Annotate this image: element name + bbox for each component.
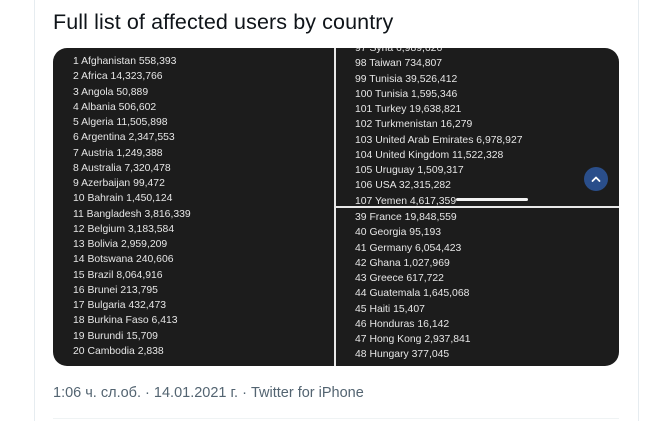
bottom-divider (53, 418, 619, 419)
country-row: 15 Brazil 8,064,916 (73, 269, 163, 281)
country-row: 48 Hungary 377,045 (355, 349, 450, 361)
country-row: 17 Bulgaria 432,473 (73, 300, 167, 311)
country-row: 98 Taiwan 734,807 (355, 58, 443, 70)
chevron-up-icon (591, 176, 601, 182)
country-row: 2 Africa 14,323,766 (73, 71, 163, 83)
tweet-date-link[interactable]: 14.01.2021 г. (153, 385, 239, 401)
country-row: 12 Belgium 3,183,584 (73, 223, 175, 235)
country-row: 104 United Kingdom 11,522,328 (355, 149, 504, 161)
tweet-frame (34, 0, 639, 421)
country-row: 13 Bolivia 2,959,209 (73, 239, 168, 250)
country-row: 39 France 19,848,559 (355, 212, 457, 223)
meta-separator: · (145, 385, 150, 401)
right-bottom-country-list: 39 France 19,848,559 40 Georgia 95,193 41 … (355, 210, 471, 363)
country-row: 11 Bangladesh 3,816,339 (73, 208, 191, 220)
right-top-country-list: 97 Syria 6,989,626 98 Taiwan 734,807 99 Tu… (355, 48, 523, 206)
country-row: 18 Burkina Faso 6,413 (73, 315, 178, 327)
tweet-metadata: 1:06 ч. сл.об. · 14.01.2021 г. · Twitter… (53, 385, 364, 401)
country-row: 3 Angola 50,889 (73, 86, 149, 98)
country-row: 106 USA 32,315,282 (355, 180, 451, 192)
country-row: 16 Brunei 213,795 (73, 284, 158, 296)
country-row: 45 Haiti 15,407 (355, 303, 425, 315)
country-row: 41 Germany 6,054,423 (355, 242, 462, 254)
country-row: 20 Cambodia 2,838 (73, 345, 164, 357)
country-row: 101 Turkey 19,638,821 (355, 104, 462, 115)
country-row: 42 Ghana 1,027,969 (355, 257, 450, 269)
country-row: 7 Austria 1,249,388 (73, 147, 163, 159)
country-row: 44 Guatemala 1,645,068 (355, 288, 470, 300)
scroll-up-button[interactable] (584, 167, 608, 191)
country-row: 103 United Arab Emirates 6,978,927 (355, 134, 523, 146)
drag-handle[interactable] (456, 198, 528, 201)
right-top-list-panel: 97 Syria 6,989,626 98 Taiwan 734,807 99 Tu… (336, 48, 619, 206)
country-row: 8 Australia 7,320,478 (73, 162, 171, 174)
tweet-media-image[interactable]: 1 Afghanistan 558,393 2 Africa 14,323,766… (53, 48, 619, 366)
country-row: 4 Albania 506,602 (73, 101, 157, 113)
country-row: 99 Tunisia 39,526,412 (355, 73, 458, 85)
country-row: 43 Greece 617,722 (355, 273, 444, 284)
horizontal-divider (336, 206, 619, 208)
meta-separator: · (242, 385, 247, 401)
country-row: 9 Azerbaijan 99,472 (73, 178, 165, 189)
tweet-text: Full list of affected users by country (53, 10, 394, 34)
vertical-divider (334, 48, 336, 366)
tweet-time-link[interactable]: 1:06 ч. сл.об. (53, 385, 141, 401)
country-row: 46 Honduras 16,142 (355, 318, 450, 330)
country-row: 47 Hong Kong 2,937,841 (355, 334, 471, 345)
country-row: 100 Tunisia 1,595,346 (355, 88, 458, 100)
country-row: 5 Algeria 11,505,898 (73, 117, 168, 128)
country-row: 10 Bahrain 1,450,124 (73, 193, 173, 205)
country-row: 1 Afghanistan 558,393 (73, 56, 177, 67)
country-row: 105 Uruguay 1,509,317 (355, 165, 464, 176)
left-country-list: 1 Afghanistan 558,393 2 Africa 14,323,766… (73, 54, 191, 359)
country-row: 102 Turkmenistan 16,279 (355, 119, 473, 131)
country-row: 14 Botswana 240,606 (73, 254, 174, 266)
right-bottom-list-panel: 39 France 19,848,559 40 Georgia 95,193 41 … (336, 208, 619, 366)
country-row: 6 Argentina 2,347,553 (73, 132, 175, 144)
country-row: 107 Yemen 4,617,359 (355, 195, 457, 207)
left-list-panel: 1 Afghanistan 558,393 2 Africa 14,323,766… (53, 48, 334, 366)
country-row: 40 Georgia 95,193 (355, 227, 442, 239)
country-row: 97 Syria 6,989,626 (355, 48, 443, 54)
tweet-source-link[interactable]: Twitter for iPhone (250, 385, 364, 401)
country-row: 19 Burundi 15,709 (73, 330, 158, 342)
